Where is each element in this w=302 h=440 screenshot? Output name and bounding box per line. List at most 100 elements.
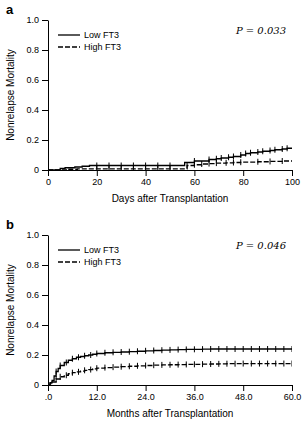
censor-tick — [178, 362, 179, 368]
y-tick-label: 0.6 — [26, 290, 39, 300]
censor-tick — [218, 346, 219, 352]
censor-tick — [104, 365, 105, 371]
censor-tick — [209, 161, 210, 167]
censor-tick — [282, 158, 283, 164]
legend: Low FT3High FT3 — [54, 241, 134, 271]
y-tick: 0 — [34, 380, 48, 390]
x-tick-mark — [243, 385, 244, 391]
legend: Low FT3High FT3 — [54, 26, 134, 56]
censor-tick — [113, 364, 114, 370]
censor-tick — [216, 160, 217, 166]
plot-area — [48, 346, 292, 385]
censor-tick — [84, 353, 85, 359]
censor-tick — [129, 363, 130, 369]
censor-tick — [262, 148, 263, 154]
x-tick-label: 48.0 — [235, 392, 253, 402]
y-tick-mark — [42, 385, 48, 386]
censor-tick — [56, 369, 57, 375]
y-tick: 0.2 — [26, 350, 48, 360]
censor-tick — [226, 346, 227, 352]
censor-tick — [72, 370, 73, 376]
censor-tick — [178, 347, 179, 353]
y-tick-mark — [42, 265, 48, 266]
censor-tick — [96, 365, 97, 371]
censor-tick — [121, 364, 122, 370]
y-tick-label: 1.0 — [26, 15, 39, 25]
x-tick-mark — [292, 170, 293, 176]
p-value: P = 0.046 — [235, 240, 287, 251]
x-tick-label: 60 — [190, 177, 200, 187]
legend-swatch — [58, 261, 80, 262]
y-tick-mark — [42, 140, 48, 141]
censor-tick — [270, 148, 271, 154]
censor-tick — [267, 346, 268, 352]
censor-tick — [202, 346, 203, 352]
x-tick-mark — [146, 385, 147, 391]
censor-tick — [240, 159, 241, 165]
censor-tick — [282, 146, 283, 152]
p-value: P = 0.033 — [235, 25, 286, 36]
y-tick-label: 0.8 — [26, 260, 39, 270]
x-axis: .012.024.036.048.060.0 — [45, 385, 302, 402]
y-axis: 00.20.40.60.81.0 — [26, 15, 48, 175]
censor-tick — [186, 361, 187, 367]
y-tick-label: 0 — [34, 380, 39, 390]
censor-tick — [113, 349, 114, 355]
censor-tick — [194, 346, 195, 352]
y-tick-label: 0 — [34, 165, 39, 175]
censor-tick — [270, 158, 271, 164]
y-tick-label: 0.2 — [26, 135, 39, 145]
censor-tick — [235, 361, 236, 367]
censor-tick — [235, 346, 236, 352]
censor-tick — [245, 151, 246, 157]
y-axis-line — [48, 21, 49, 171]
x-tick-mark — [97, 170, 98, 176]
censor-tick — [66, 372, 67, 378]
x-tick-label: 0 — [46, 177, 51, 187]
legend-label: Low FT3 — [84, 30, 119, 40]
censor-tick — [145, 363, 146, 369]
censor-tick — [90, 352, 91, 358]
x-tick: 24.0 — [137, 385, 155, 402]
censor-tick — [283, 346, 284, 352]
y-tick: 0.6 — [26, 290, 48, 300]
y-tick-mark — [42, 325, 48, 326]
censor-tick — [243, 346, 244, 352]
x-axis-title: Days after Transplantation — [112, 193, 229, 204]
y-tick-mark — [42, 170, 48, 171]
censor-tick — [104, 350, 105, 356]
y-tick-mark — [42, 235, 48, 236]
x-tick-mark — [48, 170, 49, 176]
censor-tick — [133, 166, 134, 170]
censor-tick — [186, 346, 187, 352]
x-tick: 48.0 — [235, 385, 253, 402]
legend-background — [54, 26, 134, 56]
y-tick: 0.8 — [26, 260, 48, 270]
censor-tick — [161, 347, 162, 353]
x-tick-mark — [243, 170, 244, 176]
censor-tick — [187, 163, 188, 169]
y-tick-mark — [42, 110, 48, 111]
y-tick: 0.4 — [26, 105, 48, 115]
plot-area — [48, 145, 292, 170]
y-tick-label: 0.4 — [26, 105, 39, 115]
x-tick: 40 — [141, 170, 151, 187]
censor-tick — [96, 351, 97, 357]
censor-tick — [56, 376, 57, 382]
censor-tick — [202, 361, 203, 367]
censor-tick — [121, 349, 122, 355]
censor-tick — [259, 346, 260, 352]
x-tick: 60.0 — [284, 385, 302, 402]
x-tick-mark — [292, 385, 293, 391]
censor-tick — [137, 363, 138, 369]
censor-tick — [78, 354, 79, 360]
y-tick-mark — [42, 295, 48, 296]
y-axis-title: Nonrelapse Mortality — [5, 49, 16, 141]
censor-tick — [60, 374, 61, 380]
y-tick-label: 1.0 — [26, 230, 39, 240]
censor-tick — [233, 154, 234, 160]
censor-tick — [72, 356, 73, 362]
legend-swatch — [58, 46, 80, 47]
x-tick: 60 — [190, 170, 200, 187]
y-tick: 0.6 — [26, 75, 48, 85]
